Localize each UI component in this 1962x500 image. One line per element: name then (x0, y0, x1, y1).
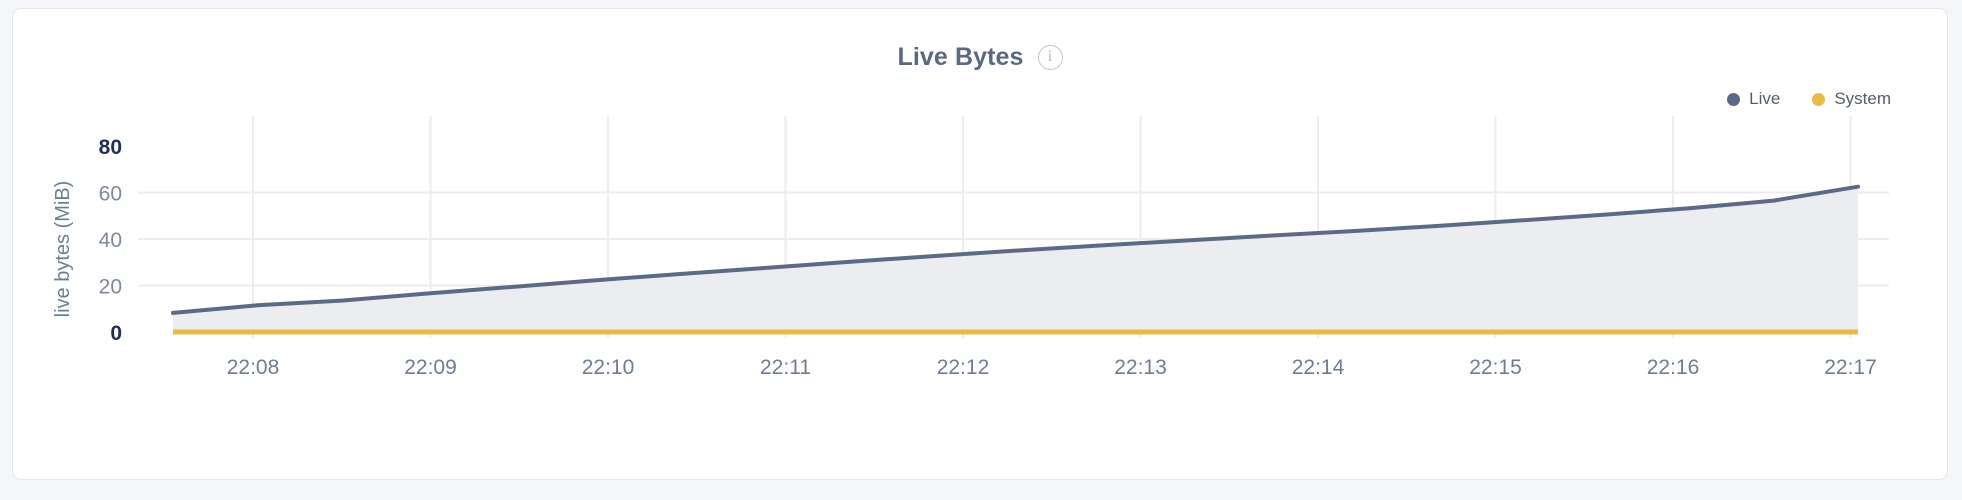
x-tick-label: 22:13 (1114, 356, 1167, 379)
legend-label-live: Live (1749, 89, 1781, 108)
x-tick-label: 22:11 (760, 356, 811, 379)
x-tick-label: 22:16 (1647, 356, 1700, 379)
legend-swatch-live (1727, 92, 1741, 106)
series-line-live (171, 184, 1860, 315)
y-tick-label: 60 (99, 183, 122, 206)
x-tick-label: 22:17 (1824, 356, 1877, 379)
x-axis-ticks: 22:08 22:09 22:10 22:11 22:12 22:13 22:14 22:15… (227, 356, 1877, 379)
y-axis-ticks: 0 20 40 60 80 (99, 136, 122, 345)
legend-label-system: System (1834, 89, 1891, 108)
y-tick-label: 0 (110, 322, 122, 345)
info-icon-glyph: i (1047, 48, 1053, 65)
page-title: Live Bytes (897, 43, 1024, 71)
x-tick-label: 22:08 (227, 356, 280, 379)
info-icon[interactable]: i (1037, 45, 1063, 70)
legend-item-system[interactable]: System (1812, 89, 1891, 109)
legend-item-live[interactable]: Live (1727, 89, 1780, 109)
y-axis-title-text: live bytes (MiB) (52, 181, 74, 318)
y-tick-label: 80 (99, 136, 122, 159)
plot-area: 0 20 40 60 80 22:08 22:09 22:10 22:11 22:12 22:13… (13, 9, 1947, 479)
y-axis-title: live bytes (MiB) (52, 181, 74, 318)
y-tick-label: 20 (99, 276, 122, 299)
x-tick-label: 22:10 (582, 356, 635, 379)
series-area-live (173, 186, 1858, 332)
y-tick-label: 40 (99, 229, 122, 252)
chart-legend: Live System (1727, 89, 1891, 109)
live-bytes-chart-card: Live Bytes i Live System 0 20 40 60 80 22:08… (12, 8, 1948, 480)
chart-header: Live Bytes i (13, 43, 1947, 72)
x-tick-label: 22:12 (937, 356, 990, 379)
x-tick-label: 22:14 (1292, 356, 1345, 379)
x-tick-label: 22:15 (1469, 356, 1522, 379)
x-tick-label: 22:09 (404, 356, 457, 379)
legend-swatch-system (1812, 92, 1826, 106)
chart-svg: 0 20 40 60 80 22:08 22:09 22:10 22:11 22:12 22:13… (52, 116, 1889, 379)
